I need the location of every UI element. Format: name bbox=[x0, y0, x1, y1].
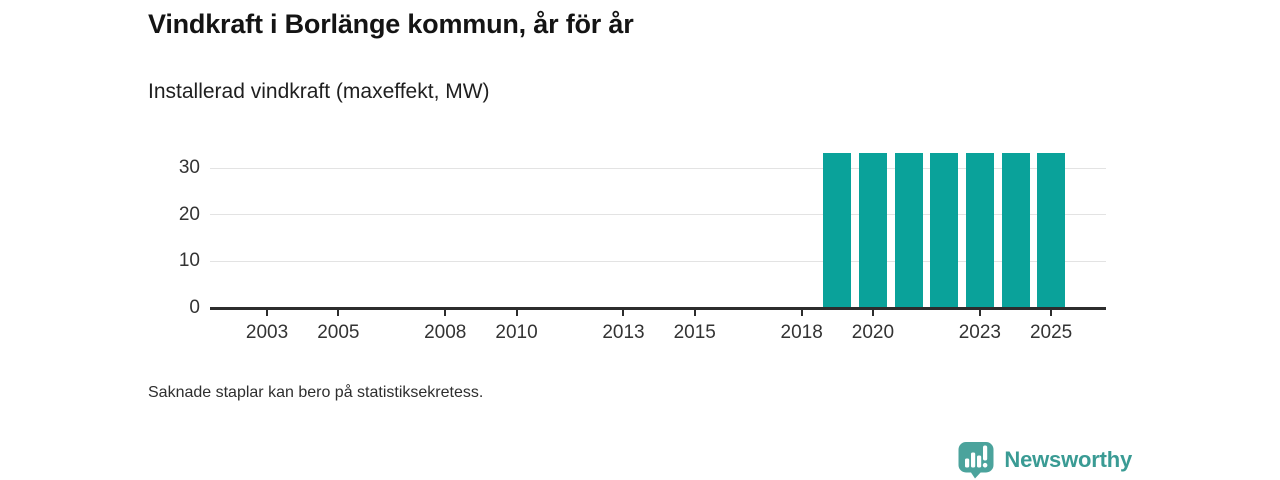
x-axis-label-2005: 2005 bbox=[317, 322, 360, 343]
x-axis-line bbox=[210, 306, 1106, 310]
x-axis-label-2020: 2020 bbox=[851, 322, 895, 343]
x-axis-tick-2008 bbox=[444, 309, 447, 316]
chart-title: Vindkraft i Borlänge kommun, år för år bbox=[148, 9, 634, 39]
gridline-y-30 bbox=[210, 167, 1106, 169]
x-axis-label-2018: 2018 bbox=[780, 322, 823, 343]
bar-2021 bbox=[894, 152, 923, 308]
x-axis-tick-2023 bbox=[978, 309, 981, 316]
bar-2023 bbox=[965, 152, 994, 308]
x-axis-label-2013: 2013 bbox=[602, 322, 645, 343]
x-axis-tick-2013 bbox=[622, 309, 625, 316]
bar-2020 bbox=[858, 152, 887, 308]
bar-2025 bbox=[1037, 152, 1066, 308]
x-axis-tick-2005 bbox=[337, 309, 340, 316]
x-axis-label-2015: 2015 bbox=[673, 322, 716, 343]
x-axis-tick-2025 bbox=[1050, 309, 1053, 316]
gridline-y-10 bbox=[210, 260, 1106, 262]
bar-2019 bbox=[823, 152, 852, 308]
y-axis-label-10: 10 bbox=[178, 250, 200, 272]
x-axis-tick-2020 bbox=[871, 309, 874, 316]
x-axis-label-2023: 2023 bbox=[958, 322, 1001, 343]
x-axis-tick-2018 bbox=[800, 309, 803, 316]
x-axis-tick-2010 bbox=[515, 309, 518, 316]
y-axis-label-20: 20 bbox=[178, 203, 200, 225]
x-axis-tick-2015 bbox=[693, 309, 696, 316]
x-axis-label-2008: 2008 bbox=[424, 322, 467, 343]
gridline-y-20 bbox=[210, 214, 1106, 216]
x-axis-tick-2003 bbox=[266, 309, 269, 316]
x-axis-label-2025: 2025 bbox=[1029, 322, 1073, 343]
newsworthy-bubble-barchart-icon bbox=[957, 441, 995, 479]
y-axis-label-30: 30 bbox=[178, 157, 200, 178]
x-axis-label-2003: 2003 bbox=[245, 322, 289, 343]
x-axis-label-2010: 2010 bbox=[495, 322, 538, 343]
chart-footnote: Saknade staplar kan bero på statistiksek… bbox=[148, 384, 484, 401]
chart-subtitle: Installerad vindkraft (maxeffekt, MW) bbox=[148, 80, 490, 103]
bar-2022 bbox=[930, 152, 959, 308]
newsworthy-logo-link[interactable]: Newsworthy bbox=[957, 441, 1132, 479]
y-axis-label-0: 0 bbox=[189, 297, 200, 318]
newsworthy-wordmark: Newsworthy bbox=[1004, 447, 1132, 472]
bar-2024 bbox=[1001, 152, 1030, 308]
